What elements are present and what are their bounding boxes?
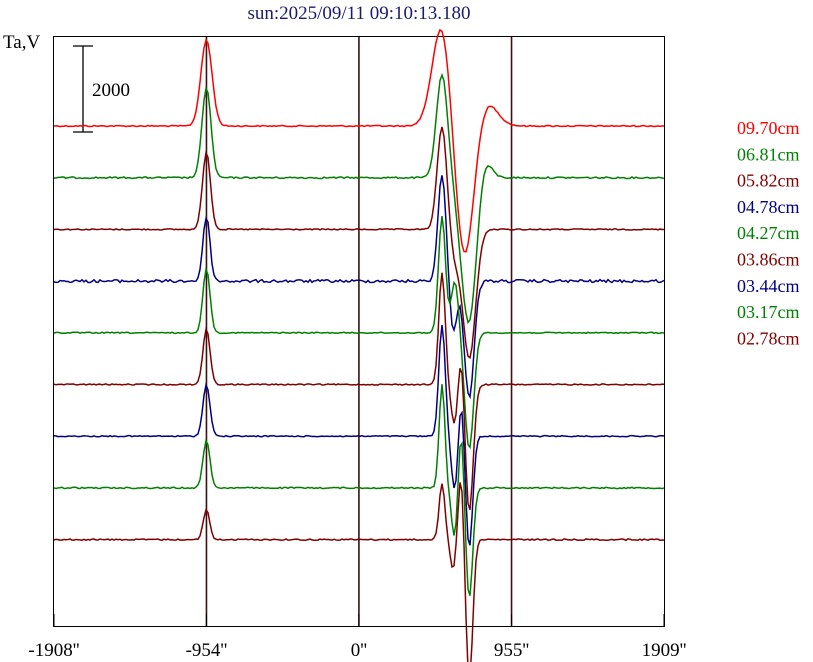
series-line-03.44cm <box>53 324 665 546</box>
series-group <box>53 28 665 662</box>
x-tick-label-4: 1909'' <box>642 640 687 661</box>
legend-entry-05.82cm: 05.82cm <box>737 171 800 191</box>
legend-entry-03.17cm: 03.17cm <box>737 302 800 322</box>
chart-title: sun:2025/09/11 09:10:13.180 <box>247 3 470 24</box>
x-tick-label-2: 0'' <box>351 640 367 661</box>
x-tick-label-1: -954'' <box>186 640 228 661</box>
series-line-06.81cm <box>53 72 665 325</box>
y-axis-label: Ta,V <box>3 32 40 53</box>
legend-entry-04.78cm: 04.78cm <box>737 197 800 217</box>
legend-entry-03.86cm: 03.86cm <box>737 250 800 270</box>
series-line-03.17cm <box>53 384 665 596</box>
series-line-05.82cm <box>53 126 665 360</box>
legend: 09.70cm 06.81cm 05.82cm 04.78cm 04.27cm 03.86… <box>737 118 800 348</box>
scale-bar: 2000 <box>73 45 130 133</box>
series-line-09.70cm <box>53 28 665 253</box>
legend-entry-06.81cm: 06.81cm <box>737 144 800 164</box>
legend-entry-04.27cm: 04.27cm <box>737 223 800 243</box>
x-tick-labels: -1908'' -954'' 0'' 955'' 1909'' <box>28 614 686 661</box>
series-line-03.86cm <box>53 272 665 510</box>
legend-entry-09.70cm: 09.70cm <box>737 118 800 138</box>
scale-bar-label: 2000 <box>92 80 130 101</box>
series-line-04.78cm <box>53 175 665 400</box>
x-tick-label-0: -1908'' <box>28 640 79 661</box>
legend-entry-02.78cm: 02.78cm <box>737 328 800 348</box>
series-line-04.27cm <box>53 216 665 450</box>
legend-entry-03.44cm: 03.44cm <box>737 276 800 296</box>
plot-frame <box>53 36 665 627</box>
x-tick-label-3: 955'' <box>494 640 529 661</box>
series-line-02.78cm <box>53 482 665 662</box>
